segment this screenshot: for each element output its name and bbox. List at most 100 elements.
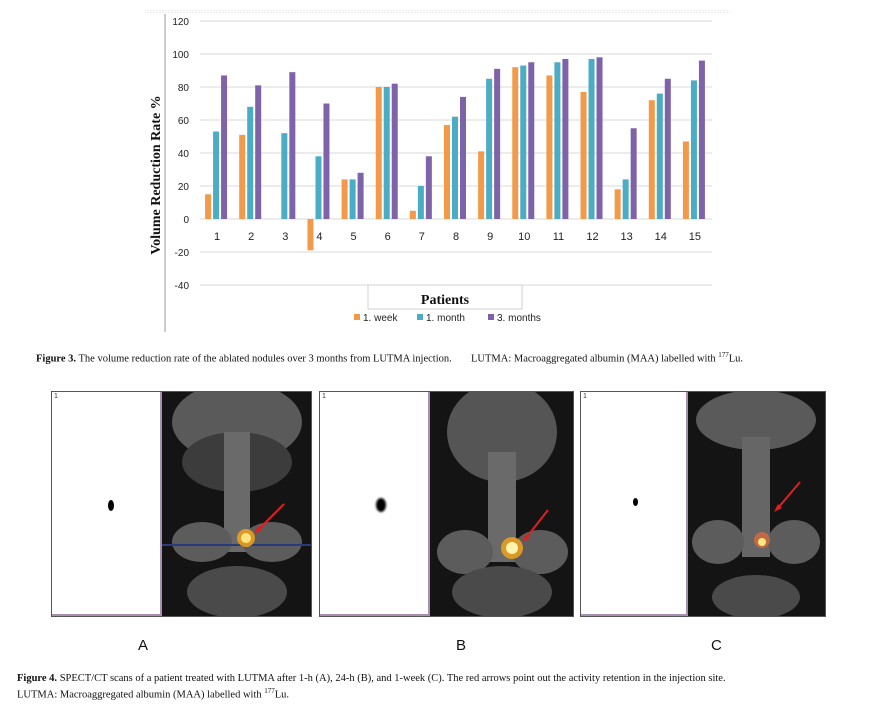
uptake-spot-b bbox=[376, 498, 386, 512]
x-axis-label: Patients bbox=[421, 293, 470, 308]
bar bbox=[596, 57, 603, 219]
bar bbox=[486, 78, 493, 219]
bar bbox=[630, 128, 637, 219]
uptake-spot-a bbox=[108, 500, 114, 511]
x-tick-label: 15 bbox=[689, 231, 701, 243]
bar bbox=[452, 116, 458, 219]
bar bbox=[383, 87, 390, 219]
bar bbox=[554, 62, 561, 219]
x-tick-label: 2 bbox=[248, 231, 254, 243]
y-tick-label: -40 bbox=[175, 281, 190, 292]
bar bbox=[323, 103, 330, 219]
x-tick-label: 14 bbox=[655, 231, 667, 243]
bar bbox=[562, 58, 569, 220]
bar bbox=[682, 141, 689, 219]
y-tick-label: 0 bbox=[183, 215, 189, 226]
spect-ct-panel-b: 1 bbox=[319, 391, 574, 617]
ct-view-b bbox=[430, 392, 573, 616]
x-axis-label-box bbox=[367, 284, 523, 310]
spect-ct-panel-a: 1 bbox=[51, 391, 312, 617]
panel-label-c: C bbox=[711, 637, 722, 654]
x-tick-label: 1 bbox=[214, 231, 220, 243]
bar bbox=[580, 91, 587, 219]
bar bbox=[391, 83, 398, 219]
figure-4-caption: Figure 4. SPECT/CT scans of a patient tr… bbox=[17, 672, 857, 702]
figure-4-abbreviation: LUTMA: Macroaggregated albumin (MAA) lab… bbox=[17, 689, 262, 701]
figure-4-isotope-mass: 177 bbox=[264, 687, 275, 695]
figure-3-label: Figure 3. bbox=[36, 353, 77, 365]
bar bbox=[588, 58, 595, 220]
bar bbox=[341, 179, 348, 219]
bar bbox=[520, 65, 527, 219]
legend-label: 1. week bbox=[363, 313, 398, 324]
bar bbox=[213, 131, 220, 219]
bar bbox=[512, 67, 519, 219]
bar bbox=[205, 194, 212, 219]
bars bbox=[205, 57, 705, 251]
ct-view-a bbox=[162, 392, 311, 616]
x-tick-label: 12 bbox=[586, 231, 598, 243]
bar bbox=[281, 133, 288, 219]
y-axis-label: Volume Reduction Rate % bbox=[149, 95, 164, 254]
y-tick-label: 80 bbox=[178, 83, 190, 94]
y-tick-label: 100 bbox=[172, 50, 189, 61]
ct-view-c bbox=[688, 392, 825, 616]
y-tick-label: 40 bbox=[178, 149, 190, 160]
bar bbox=[460, 96, 466, 219]
bar bbox=[307, 219, 314, 251]
bar bbox=[622, 179, 629, 219]
legend-swatch bbox=[488, 314, 494, 320]
legend-label: 3. months bbox=[497, 313, 541, 324]
figure-3-abbreviation: LUTMA: Macroaggregated albumin (MAA) lab… bbox=[471, 353, 716, 365]
bar bbox=[690, 80, 697, 220]
bar bbox=[425, 156, 432, 219]
legend: 1. week 1. month 3. months bbox=[354, 313, 541, 324]
bar bbox=[409, 210, 416, 219]
x-tick-label: 13 bbox=[621, 231, 633, 243]
bar bbox=[494, 68, 501, 219]
bar bbox=[289, 72, 296, 220]
x-tick-label: 3 bbox=[282, 231, 288, 243]
panel-b-marker: 1 bbox=[322, 393, 326, 400]
x-tick-label: 7 bbox=[419, 231, 425, 243]
x-tick-label: 9 bbox=[487, 231, 493, 243]
legend-label: 1. month bbox=[426, 313, 465, 324]
figure-3-caption: Figure 3. The volume reduction rate of t… bbox=[36, 349, 856, 366]
y-tick-label: 120 bbox=[172, 17, 189, 28]
spect-view-c: 1 bbox=[581, 392, 688, 616]
bar bbox=[444, 124, 450, 219]
bar bbox=[239, 134, 246, 219]
x-tick-label: 11 bbox=[553, 231, 564, 243]
bar bbox=[648, 100, 655, 219]
panel-label-a: A bbox=[138, 637, 149, 654]
legend-swatch bbox=[354, 314, 360, 320]
panel-c-marker: 1 bbox=[583, 393, 587, 400]
bar bbox=[656, 93, 663, 219]
figure-3-isotope: Lu. bbox=[728, 353, 744, 365]
figure-3-text: The volume reduction rate of the ablated… bbox=[78, 353, 452, 365]
panel-label-b: B bbox=[456, 637, 467, 654]
y-tick-label: 60 bbox=[178, 116, 190, 127]
panel-a-marker: 1 bbox=[54, 393, 58, 400]
bar bbox=[528, 62, 535, 219]
bar bbox=[357, 172, 364, 219]
figure-4-label: Figure 4. bbox=[17, 673, 58, 684]
x-tick-label: 8 bbox=[453, 231, 459, 243]
bar bbox=[221, 75, 228, 219]
x-tick-labels: 1 2 3 4 5 6 7 8 9 10 11 12 13 14 15 bbox=[214, 231, 701, 243]
bar bbox=[315, 156, 322, 219]
y-tick-label: 20 bbox=[178, 182, 190, 193]
bar bbox=[698, 60, 705, 219]
spect-view-a: 1 bbox=[52, 392, 162, 616]
uptake-spot-c bbox=[633, 498, 638, 506]
bar bbox=[247, 106, 254, 219]
bar bbox=[375, 87, 382, 219]
x-tick-label: 5 bbox=[351, 231, 357, 243]
bar bbox=[664, 78, 671, 219]
y-tick-labels: 120 100 80 60 40 20 0 -20 -40 bbox=[172, 17, 189, 292]
bar bbox=[546, 75, 553, 219]
y-tick-label: -20 bbox=[175, 248, 190, 259]
x-tick-label: 4 bbox=[316, 231, 322, 243]
figure-4-text: SPECT/CT scans of a patient treated with… bbox=[59, 673, 726, 684]
